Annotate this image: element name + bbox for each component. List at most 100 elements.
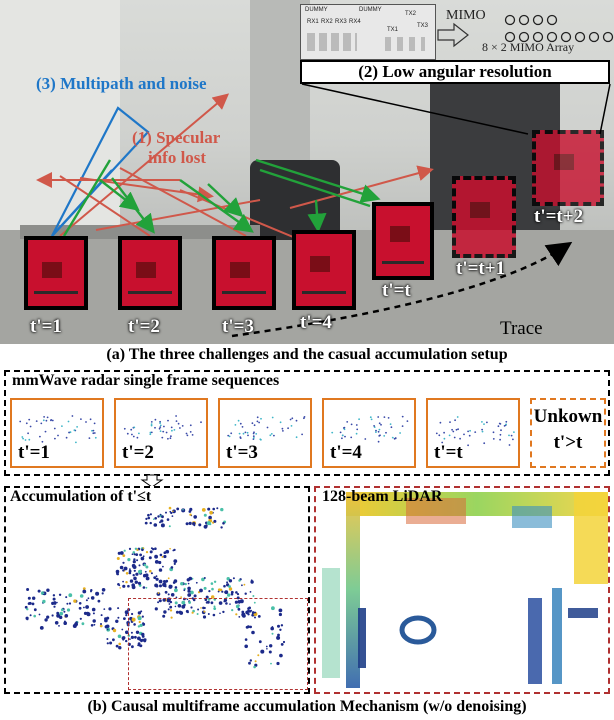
accumulated-point <box>243 583 246 586</box>
radar-point <box>253 431 255 434</box>
accumulated-point <box>79 594 84 598</box>
accumulated-point <box>119 551 124 555</box>
radar-point <box>281 427 284 430</box>
accumulated-point <box>52 594 56 597</box>
accumulated-point <box>195 581 198 584</box>
lidar-wall-right <box>574 492 608 584</box>
accumulated-point <box>254 660 257 663</box>
accumulated-point <box>167 608 170 611</box>
accumulated-point <box>163 554 167 559</box>
accumulated-point <box>266 648 268 650</box>
accumulated-point <box>199 588 203 593</box>
accumulated-point <box>190 590 194 595</box>
accumulated-point <box>63 610 66 613</box>
accumulated-point <box>172 509 176 514</box>
accumulated-point <box>33 608 37 612</box>
accumulated-point <box>85 599 88 602</box>
radar-point <box>468 434 471 437</box>
accumulated-point <box>230 590 234 594</box>
accumulated-point <box>271 632 274 635</box>
accumulated-point <box>149 521 152 525</box>
accumulated-point <box>53 601 57 605</box>
time-label-t1: t'=1 <box>30 316 62 337</box>
radar-point <box>150 423 153 425</box>
radar-point <box>481 430 484 433</box>
accumulated-point <box>213 607 217 610</box>
accumulated-point <box>56 613 61 618</box>
radar-point <box>169 437 172 440</box>
radar-point <box>189 431 192 433</box>
accumulated-point <box>108 607 112 611</box>
accumulated-point <box>170 593 175 597</box>
accumulated-point <box>72 624 77 628</box>
accumulated-point <box>42 599 46 604</box>
accumulated-point <box>223 584 226 588</box>
accumulated-point <box>185 522 189 526</box>
accumulated-point <box>219 588 223 592</box>
radar-point <box>159 422 161 424</box>
accumulated-point <box>116 557 120 560</box>
radar-point <box>133 426 136 429</box>
accumulated-point <box>162 614 166 618</box>
accumulated-point <box>29 614 32 617</box>
accumulated-point <box>171 515 174 517</box>
radar-point <box>401 415 404 418</box>
accumulated-point <box>227 593 231 597</box>
accumulation-scatter <box>24 506 286 669</box>
radar-point <box>177 422 180 425</box>
radar-point <box>175 415 177 417</box>
accumulated-point <box>155 584 159 588</box>
accumulated-point <box>125 581 128 584</box>
frame-box-t4: t'=4 <box>322 398 416 468</box>
accumulated-point <box>132 560 136 564</box>
accumulated-point <box>159 584 162 588</box>
radar-point <box>159 426 162 428</box>
radar-point <box>45 419 48 422</box>
radar-point <box>200 421 202 424</box>
radar-point <box>394 437 397 439</box>
accumulated-point <box>226 581 229 584</box>
accumulated-point <box>135 630 140 634</box>
radar-point <box>443 431 445 434</box>
radar-point <box>80 418 82 420</box>
frame-scatter-t4 <box>331 415 409 443</box>
radar-point <box>390 426 393 429</box>
accumulated-point <box>51 614 54 617</box>
accumulated-point <box>92 612 95 615</box>
accumulated-point <box>228 579 233 583</box>
accumulated-point <box>133 623 136 626</box>
accumulated-point <box>149 569 152 573</box>
lidar-wall-feature-2 <box>512 506 552 528</box>
accumulated-point <box>137 616 142 621</box>
accumulated-point <box>154 560 159 564</box>
lidar-column-left <box>322 568 340 678</box>
accumulated-point <box>173 548 176 552</box>
radar-point <box>149 433 152 436</box>
accumulated-point <box>265 645 268 648</box>
radar-point <box>512 438 514 441</box>
radar-point <box>291 417 294 420</box>
accumulated-point <box>232 577 235 580</box>
radar-point <box>53 427 56 430</box>
accumulated-point <box>81 622 85 626</box>
accumulated-point <box>220 526 223 529</box>
accumulated-point <box>140 610 143 613</box>
lidar-pole <box>358 608 366 668</box>
accumulated-point <box>270 626 275 631</box>
radar-point <box>510 434 513 437</box>
accumulated-point <box>158 579 163 584</box>
frame-box-unknown: Unkown t'>t <box>530 398 606 468</box>
radar-point <box>266 426 269 429</box>
accumulated-point <box>106 642 109 645</box>
accumulated-point <box>277 633 280 637</box>
sequence-panel: mmWave radar single frame sequences t'=1… <box>4 370 610 476</box>
time-label-t2: t'=2 <box>128 316 160 337</box>
accumulated-point <box>73 599 77 603</box>
accumulated-point <box>137 636 141 641</box>
accumulated-point <box>109 641 113 645</box>
accumulated-point <box>28 601 32 605</box>
accumulated-point <box>202 615 207 619</box>
accumulated-point <box>170 616 173 619</box>
accumulated-point <box>154 607 158 611</box>
radar-point <box>167 419 169 422</box>
